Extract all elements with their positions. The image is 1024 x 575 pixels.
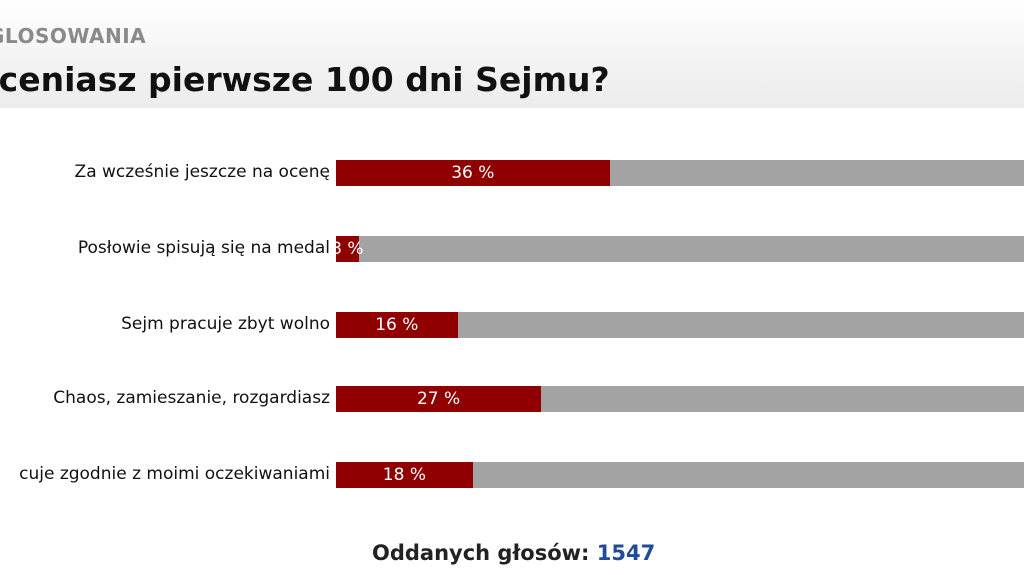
result-bar-track: 3 % xyxy=(331,236,1024,262)
section-label: GLOSOWANIA xyxy=(0,24,147,48)
poll-answer-row: cuje zgodnie z moimi oczekiwaniami 18 % xyxy=(0,462,1024,490)
votes-summary: Oddanych głosów: 1547 xyxy=(372,541,655,565)
votes-count: 1547 xyxy=(596,541,656,565)
answer-label: cuje zgodnie z moimi oczekiwaniami xyxy=(19,464,330,484)
poll-answer-row: Sejm pracuje zbyt wolno 16 % xyxy=(0,312,1024,340)
result-bar-fill xyxy=(336,312,458,338)
result-percent: 27 % xyxy=(416,389,461,409)
answer-label: Sejm pracuje zbyt wolno xyxy=(121,314,330,334)
result-bar-track: 27 % xyxy=(336,386,1024,412)
result-bar-fill xyxy=(336,462,473,488)
poll-question: oceniasz pierwsze 100 dni Sejmu? xyxy=(0,60,610,99)
result-percent: 3 % xyxy=(331,239,364,259)
result-bar-track: 36 % xyxy=(336,160,1024,186)
poll-answer-row: Za wcześnie jeszcze na ocenę 36 % xyxy=(0,160,1024,188)
result-bar-fill xyxy=(336,160,610,186)
result-bar-track: 18 % xyxy=(336,462,1024,488)
votes-label: Oddanych głosów: xyxy=(372,541,590,565)
result-percent: 18 % xyxy=(382,465,426,485)
answer-label: Posłowie spisują się na medal xyxy=(77,238,330,258)
poll-header: GLOSOWANIA oceniasz pierwsze 100 dni Sej… xyxy=(0,0,1024,108)
result-percent: 36 % xyxy=(451,163,495,183)
poll-answer-row: Posłowie spisują się na medal 3 % xyxy=(0,236,1024,264)
result-percent: 16 % xyxy=(375,315,419,335)
answer-label: Chaos, zamieszanie, rozgardiasz xyxy=(53,388,330,408)
answer-label: Za wcześnie jeszcze na ocenę xyxy=(74,162,330,182)
result-bar-fill xyxy=(336,236,359,262)
result-bar-track: 16 % xyxy=(336,312,1024,338)
result-bar-fill xyxy=(336,386,542,412)
poll-answer-row: Chaos, zamieszanie, rozgardiasz 27 % xyxy=(0,386,1024,414)
